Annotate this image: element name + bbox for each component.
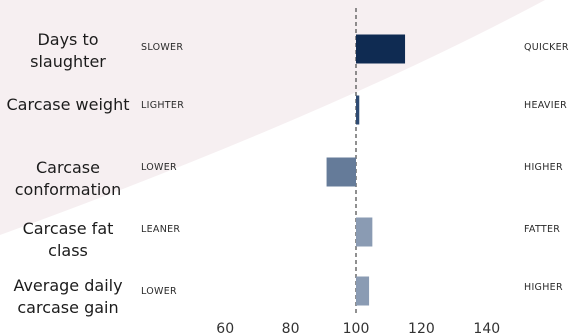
category-label-carcase-fat-class: Carcase fat class bbox=[22, 219, 114, 260]
category-label-carcase-conformation: Carcase conformation bbox=[14, 158, 122, 199]
high-label-carcase-fat-class: FATTER bbox=[524, 224, 561, 235]
bar-carcase-fat-class bbox=[356, 217, 373, 247]
category-label-days-to-slaughter: Days to slaughter bbox=[30, 30, 106, 71]
low-label-average-daily-carcase-gain: LOWER bbox=[141, 286, 177, 297]
bar-group bbox=[326, 34, 406, 306]
low-label-carcase-fat-class: LEANER bbox=[141, 224, 181, 235]
high-label-days-to-slaughter: QUICKER bbox=[524, 42, 569, 53]
low-label-carcase-weight: LIGHTER bbox=[141, 100, 185, 111]
high-label-average-daily-carcase-gain: HIGHER bbox=[524, 282, 563, 293]
bar-days-to-slaughter bbox=[356, 34, 406, 64]
bar-average-daily-carcase-gain bbox=[356, 276, 370, 306]
x-tick-label-60: 60 bbox=[216, 321, 234, 336]
category-label-carcase-weight: Carcase weight bbox=[6, 95, 130, 114]
category-label-average-daily-carcase-gain: Average daily carcase gain bbox=[13, 276, 123, 317]
low-label-days-to-slaughter: SLOWER bbox=[141, 42, 184, 53]
x-tick-label-140: 140 bbox=[473, 321, 500, 336]
x-tick-label-80: 80 bbox=[282, 321, 300, 336]
low-label-carcase-conformation: LOWER bbox=[141, 162, 177, 173]
bar-carcase-weight bbox=[356, 95, 360, 125]
x-tick-label-120: 120 bbox=[408, 321, 435, 336]
x-tick-label-100: 100 bbox=[343, 321, 370, 336]
high-label-carcase-weight: HEAVIER bbox=[524, 100, 568, 111]
x-axis-ticks: 60 80 100 120 140 bbox=[216, 321, 500, 336]
bar-carcase-conformation bbox=[326, 157, 356, 187]
high-label-carcase-conformation: HIGHER bbox=[524, 162, 563, 173]
